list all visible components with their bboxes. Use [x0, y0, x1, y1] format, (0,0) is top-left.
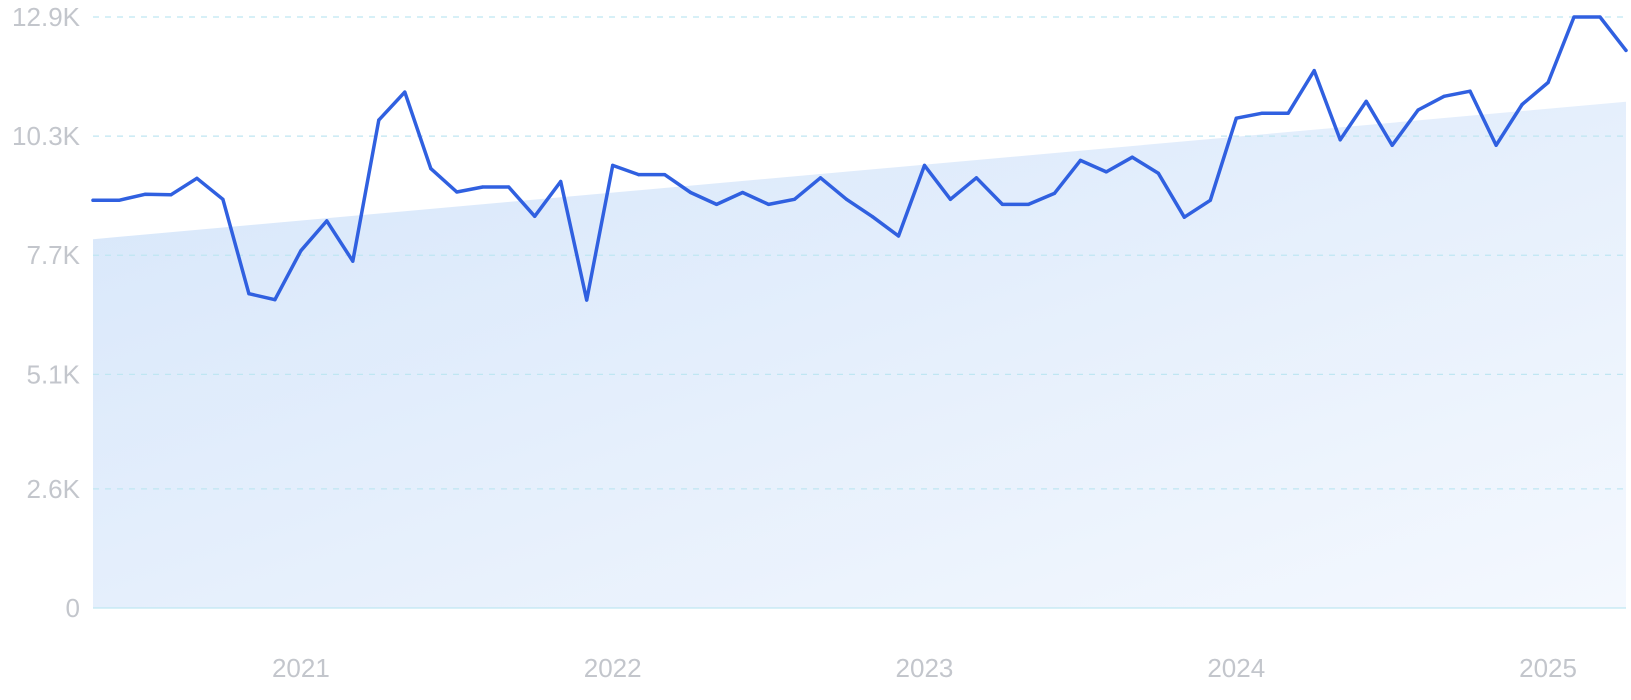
x-tick-label: 2023 — [896, 653, 954, 683]
data-point — [117, 198, 121, 202]
data-point — [1364, 99, 1368, 103]
data-point — [1208, 198, 1212, 202]
data-point — [91, 198, 95, 202]
data-point — [663, 173, 667, 177]
data-point — [922, 163, 927, 167]
data-point — [559, 179, 563, 184]
data-point — [1468, 89, 1472, 93]
data-point — [974, 176, 979, 180]
y-tick-label: 7.7K — [27, 240, 81, 270]
series-line — [91, 15, 1628, 302]
data-point — [1182, 215, 1186, 219]
x-tick-label: 2021 — [272, 653, 330, 683]
y-tick-label: 10.3K — [12, 121, 81, 151]
data-point — [948, 197, 953, 201]
y-tick-label: 0 — [66, 593, 80, 623]
y-axis-ticks: 0 2.6K 5.1K 7.7K 10.3K 12.9K — [12, 2, 81, 623]
data-point — [247, 292, 251, 296]
data-point — [1078, 158, 1082, 162]
y-tick-label: 5.1K — [27, 359, 81, 389]
data-point — [455, 190, 459, 194]
data-point — [325, 219, 329, 223]
x-tick-label: 2022 — [584, 653, 642, 683]
x-axis-ticks: 2021 2022 2023 2024 2025 — [272, 653, 1577, 683]
data-point — [792, 197, 797, 201]
data-point — [1026, 202, 1030, 206]
data-point — [741, 190, 745, 195]
data-point — [1338, 138, 1342, 142]
data-point — [715, 202, 719, 206]
x-tick-label: 2024 — [1207, 653, 1265, 683]
data-point — [1572, 15, 1576, 19]
data-point — [1494, 143, 1498, 147]
data-point — [1000, 202, 1005, 206]
data-point — [1312, 69, 1316, 73]
data-point — [1052, 191, 1056, 195]
data-point — [896, 234, 901, 238]
data-point — [1624, 48, 1628, 53]
data-point — [377, 118, 381, 122]
data-point — [637, 173, 641, 177]
data-point — [429, 167, 433, 171]
data-point — [689, 190, 693, 195]
data-point — [870, 215, 875, 219]
data-point — [351, 259, 355, 263]
trend-area — [93, 101, 1626, 609]
data-point — [1390, 143, 1394, 147]
data-point — [1260, 111, 1264, 115]
data-point — [143, 192, 147, 196]
series-line-layer — [91, 15, 1628, 302]
data-point — [767, 202, 771, 206]
data-point — [1234, 116, 1238, 120]
trend-area-layer — [93, 101, 1626, 609]
data-point — [481, 185, 485, 189]
data-point — [1442, 94, 1446, 98]
data-point — [403, 90, 407, 94]
data-point — [1130, 155, 1134, 159]
data-point — [1520, 102, 1524, 107]
data-point — [1104, 170, 1108, 174]
data-point — [1416, 108, 1420, 112]
data-points — [91, 15, 1628, 302]
data-point — [1286, 111, 1290, 115]
data-point — [1546, 80, 1550, 85]
data-point — [221, 197, 225, 201]
data-point — [844, 197, 849, 201]
data-point — [273, 298, 277, 302]
data-point — [1598, 15, 1602, 19]
data-point — [533, 214, 537, 218]
data-point — [585, 298, 589, 302]
data-point — [299, 249, 303, 253]
data-point — [611, 163, 615, 167]
y-tick-label: 2.6K — [27, 474, 81, 504]
y-tick-label: 12.9K — [12, 2, 81, 32]
data-point — [818, 176, 823, 180]
data-point — [195, 176, 199, 180]
data-point — [1156, 171, 1160, 175]
x-tick-label: 2025 — [1519, 653, 1577, 683]
data-point — [169, 193, 173, 197]
data-point — [507, 185, 511, 189]
